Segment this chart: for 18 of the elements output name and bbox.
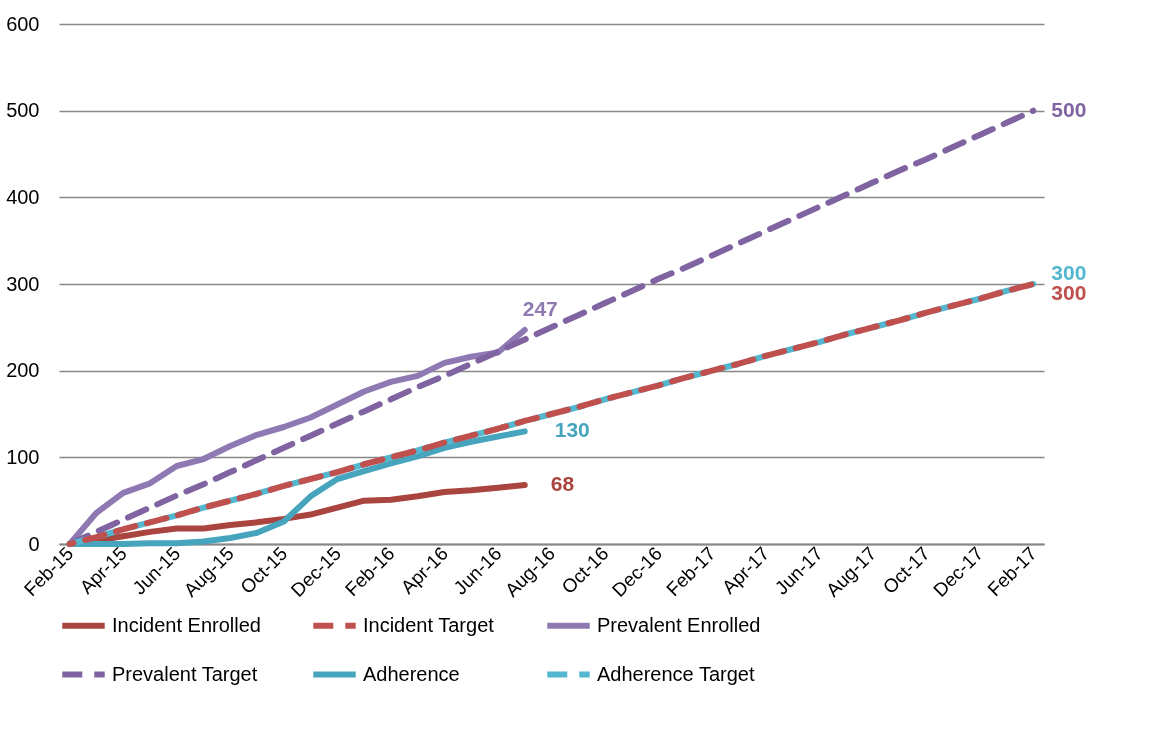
data-label: 130 xyxy=(554,418,590,442)
y-tick-label: 200 xyxy=(6,359,40,382)
y-tick-label: 100 xyxy=(6,445,40,468)
y-tick-label: 600 xyxy=(6,12,40,35)
y-tick-label: 300 xyxy=(6,272,40,295)
data-label: 300 xyxy=(1051,281,1087,304)
data-label: 500 xyxy=(1051,97,1087,121)
data-label: 68 xyxy=(550,472,575,496)
data-label: 300 xyxy=(1051,261,1087,284)
legend-label: Adherence Target xyxy=(597,662,755,685)
y-tick-label: 400 xyxy=(6,185,40,208)
legend-label: Prevalent Target xyxy=(112,662,258,685)
legend-label: Prevalent Enrolled xyxy=(597,613,761,636)
y-tick-label: 500 xyxy=(6,99,40,122)
legend-label: Incident Enrolled xyxy=(112,613,261,636)
legend-label: Incident Target xyxy=(363,613,495,636)
data-label: 247 xyxy=(522,296,558,320)
legend-label: Adherence xyxy=(363,662,460,685)
